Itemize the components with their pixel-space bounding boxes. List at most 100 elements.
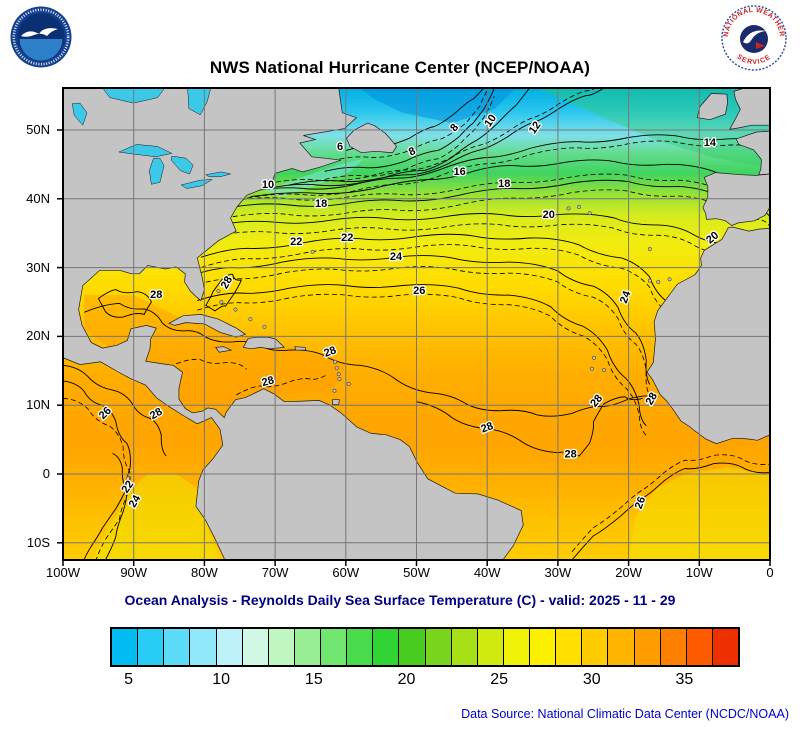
lake bbox=[149, 157, 165, 185]
colorbar-segment bbox=[321, 629, 348, 665]
map-layers bbox=[63, 88, 770, 560]
island-dot bbox=[601, 368, 606, 373]
colorbar-segment bbox=[138, 629, 165, 665]
island-dot bbox=[233, 307, 238, 312]
contour-line-dashed bbox=[236, 373, 329, 396]
island-dot bbox=[216, 289, 221, 293]
island-dot bbox=[219, 300, 224, 304]
contour-label: 28 bbox=[322, 344, 338, 359]
island-dot bbox=[577, 205, 582, 209]
colorbar-segment bbox=[164, 629, 191, 665]
nws-triangle-icon bbox=[756, 42, 765, 49]
contour-line-dashed bbox=[324, 96, 495, 180]
colorbar-segment bbox=[216, 629, 243, 665]
contour-loop bbox=[205, 273, 242, 312]
colorbar-segment bbox=[503, 629, 530, 665]
contour-line bbox=[246, 134, 770, 193]
colorbar-segment bbox=[347, 629, 374, 665]
colorbar-segment bbox=[425, 629, 452, 665]
contour-label: 10 bbox=[262, 179, 274, 191]
island-dot bbox=[262, 324, 267, 329]
colorbar-segment bbox=[712, 629, 738, 665]
contour-label: 24 bbox=[390, 251, 403, 263]
contour-label: 22 bbox=[290, 236, 302, 248]
colorbar-segment bbox=[686, 629, 713, 665]
contour-label: 28 bbox=[564, 449, 576, 461]
colorbar-segment bbox=[242, 629, 269, 665]
colorbar-segment bbox=[268, 629, 295, 665]
contour-line bbox=[250, 159, 770, 198]
contour-label: 28 bbox=[261, 374, 276, 389]
land-americas bbox=[63, 88, 524, 560]
lake bbox=[205, 171, 231, 178]
island-dot bbox=[332, 388, 337, 393]
colorbar-segment bbox=[582, 629, 609, 665]
contour-line bbox=[105, 452, 128, 560]
noaa-gull-icon bbox=[21, 28, 58, 37]
island-puerto-rico bbox=[294, 346, 306, 351]
contour-line-dashed bbox=[267, 88, 597, 184]
page-title: NWS National Hurricane Center (NCEP/NOAA… bbox=[209, 58, 591, 77]
colorbar-tick-label: 20 bbox=[397, 671, 416, 688]
lat-label: 50N bbox=[26, 121, 50, 137]
contour-line bbox=[63, 380, 131, 560]
colorbar-tick-label: 35 bbox=[675, 671, 694, 688]
lat-label: 10S bbox=[26, 534, 50, 550]
land-newfoundland bbox=[346, 122, 398, 154]
island-dot bbox=[656, 280, 661, 284]
island-cuba bbox=[168, 314, 247, 338]
lake bbox=[71, 102, 88, 126]
map-subtitle: Ocean Analysis - Reynolds Daily Sea Surf… bbox=[124, 592, 676, 608]
colorbar-tick-label: 25 bbox=[490, 671, 509, 688]
island-jamaica bbox=[215, 346, 233, 353]
contour-line bbox=[63, 364, 167, 457]
noaa-sea-icon bbox=[19, 39, 63, 61]
contour-line-dashed bbox=[200, 244, 679, 375]
contour-line-dashed bbox=[190, 266, 651, 396]
island-dot bbox=[587, 211, 592, 216]
island-dot bbox=[337, 377, 342, 381]
lake bbox=[170, 155, 194, 175]
island-dot bbox=[346, 381, 351, 386]
nws-seal-icon: NATIONAL WEATHER SERVICE bbox=[721, 5, 787, 71]
noaa-logo bbox=[10, 6, 72, 68]
nws-rope-ring-icon bbox=[721, 5, 787, 71]
contour-line bbox=[571, 462, 770, 560]
contour-label: 6 bbox=[337, 141, 343, 153]
island-dot bbox=[248, 317, 253, 322]
colorbar-segment bbox=[294, 629, 321, 665]
contour-label: 26 bbox=[633, 495, 648, 511]
contour-line-dashed bbox=[175, 358, 248, 370]
colorbar-segment bbox=[556, 629, 583, 665]
island-dot bbox=[310, 249, 315, 254]
lat-label: 40N bbox=[26, 190, 50, 206]
island-dot bbox=[126, 476, 130, 481]
contour-label: 14 bbox=[704, 137, 717, 149]
noaa-ring-text-icon bbox=[12, 8, 70, 66]
colorbar-segment bbox=[373, 629, 400, 665]
contour-line-dashed bbox=[246, 140, 770, 199]
island-trinidad bbox=[332, 399, 340, 405]
contour-line-dashed bbox=[232, 173, 770, 212]
colorbar-segment bbox=[477, 629, 504, 665]
lat-label: 30N bbox=[26, 259, 50, 275]
colorbar-tick-label: 15 bbox=[304, 671, 323, 688]
contour-line bbox=[416, 396, 643, 457]
island-dot bbox=[647, 247, 652, 251]
colorbar-tick-label: 5 bbox=[124, 671, 133, 688]
contour-line-dashed bbox=[197, 293, 647, 436]
colorbar-tick-label: 10 bbox=[212, 671, 231, 688]
colorbar-segment bbox=[112, 629, 139, 665]
land-britain bbox=[729, 88, 770, 130]
island-hispaniola bbox=[242, 336, 286, 350]
colorbar-segment bbox=[190, 629, 217, 665]
colorbar bbox=[110, 627, 740, 667]
contour-line-dashed bbox=[331, 88, 489, 162]
contour-label: 28 bbox=[479, 420, 495, 435]
land-africa bbox=[646, 226, 770, 445]
lat-label: 20N bbox=[26, 328, 50, 344]
contour-line bbox=[324, 88, 495, 172]
sst-region-shade bbox=[91, 474, 219, 560]
island-dot bbox=[566, 206, 571, 211]
